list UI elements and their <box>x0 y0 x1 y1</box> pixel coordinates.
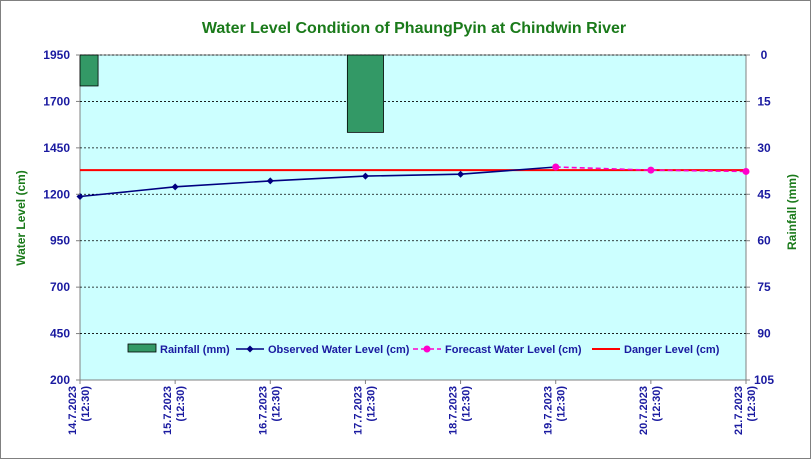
forecast-point <box>552 163 560 171</box>
x-tick-label-time: (12:30) <box>461 386 473 422</box>
legend-item-rainfall-mm: Rainfall (mm) <box>127 343 230 356</box>
y-tick-label: 1200 <box>43 187 70 201</box>
legend-item-forecast-water-level-cm: Forecast Water Level (cm) <box>413 344 582 356</box>
x-tick-label: 18.7.2023 <box>448 386 460 435</box>
forecast-series <box>552 163 750 175</box>
y2-tick-label: 90 <box>757 327 771 341</box>
x-tick-label-time: (12:30) <box>365 386 377 422</box>
y2-tick-label: 0 <box>761 48 768 62</box>
y2-axis-label: Rainfall (mm) <box>785 174 799 250</box>
x-tick-label-time: (12:30) <box>746 386 758 422</box>
rainfall-bar <box>346 54 384 133</box>
y2-tick-label: 105 <box>754 373 774 387</box>
x-tick-label: 15.7.2023 <box>162 386 174 435</box>
y2-tick-label: 75 <box>757 280 771 294</box>
x-tick-label-time: (12:30) <box>651 386 663 422</box>
y-axis-label: Water Level (cm) <box>14 170 28 266</box>
x-tick-label: 14.7.2023 <box>67 386 79 435</box>
x-tick-label-time: (12:30) <box>270 386 282 422</box>
observed-water-level-cm-line <box>79 166 556 198</box>
y2-tick-label: 45 <box>757 187 771 201</box>
y-tick-label: 950 <box>50 234 70 248</box>
legend-label: Danger Level (cm) <box>624 344 720 356</box>
legend-marker <box>246 345 254 353</box>
forecast-point <box>742 167 750 175</box>
legend-label: Rainfall (mm) <box>160 344 230 356</box>
legend-swatch <box>127 343 157 353</box>
y-tick-label: 700 <box>50 280 70 294</box>
y-tick-label: 450 <box>50 327 70 341</box>
legend: Rainfall (mm) Observed Water Level (cm) Fo… <box>127 343 720 356</box>
observed-point <box>457 170 465 178</box>
gridlines <box>80 54 746 334</box>
observed-point <box>361 172 369 180</box>
plot-area <box>79 54 747 381</box>
observed-point <box>171 183 179 191</box>
legend-label: Forecast Water Level (cm) <box>445 344 582 356</box>
chart-title: Water Level Condition of PhaungPyin at C… <box>202 20 626 37</box>
y-tick-label: 1700 <box>43 94 70 108</box>
y-tick-label: 1950 <box>43 48 70 62</box>
y2-tick-label: 60 <box>757 234 771 248</box>
x-tick-label-time: (12:30) <box>556 386 568 422</box>
legend-label: Observed Water Level (cm) <box>268 344 410 356</box>
x-tick-label: 19.7.2023 <box>543 386 555 435</box>
right-axis-ticks: 0 15 30 45 60 75 90 105 <box>746 48 774 387</box>
x-axis-ticks: 14.7.2023 (12:30) 15.7.2023 (12:30) 16.7.202… <box>67 380 758 435</box>
x-tick-label: 17.7.2023 <box>352 386 364 435</box>
observed-point <box>266 177 274 185</box>
y2-tick-label: 30 <box>757 141 771 155</box>
legend-marker <box>423 345 431 353</box>
x-tick-label: 16.7.2023 <box>257 386 269 435</box>
x-tick-label: 20.7.2023 <box>638 386 650 435</box>
legend-item-danger-level-cm: Danger Level (cm) <box>592 344 720 356</box>
rainfall-bars <box>79 54 384 133</box>
forecast-point <box>647 166 655 174</box>
x-tick-label: 21.7.2023 <box>733 386 745 435</box>
x-tick-label-time: (12:30) <box>80 386 92 422</box>
rainfall-bar <box>79 54 99 87</box>
x-tick-label-time: (12:30) <box>175 386 187 422</box>
y-tick-label: 200 <box>50 373 70 387</box>
left-axis-ticks: 200 450 700 950 1200 1450 1700 1950 <box>43 48 80 387</box>
legend-item-observed-water-level-cm: Observed Water Level (cm) <box>236 344 410 356</box>
y2-tick-label: 15 <box>757 94 771 108</box>
y-tick-label: 1450 <box>43 141 70 155</box>
